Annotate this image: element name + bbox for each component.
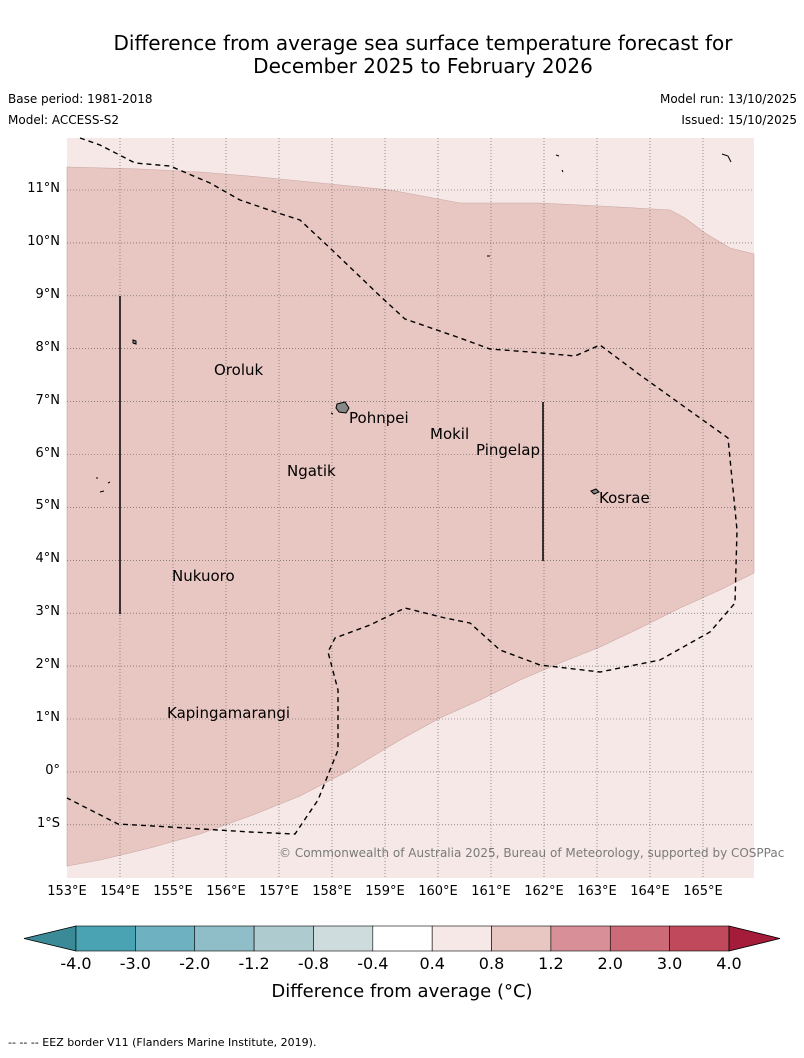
colorbar-extend-high	[728, 925, 781, 952]
colorbar-tick: -1.2	[238, 954, 270, 973]
colorbar-tick: 1.2	[538, 954, 564, 973]
longitude-label: 156°E	[206, 884, 246, 899]
latitude-label: 10°N	[27, 233, 60, 249]
colorbar-tick: 2.0	[597, 954, 623, 973]
title-line-2: December 2025 to February 2026	[253, 54, 593, 78]
eez-legend-note: -- -- -- EEZ border V11 (Flanders Marine…	[8, 1036, 317, 1049]
latitude-label: 11°N	[27, 181, 60, 196]
longitude-label: 161°E	[471, 884, 511, 899]
latitude-label: 4°N	[35, 551, 61, 567]
colorbar-tick: 0.8	[478, 954, 505, 973]
colorbar-segment	[135, 925, 196, 952]
longitude-label: 158°E	[312, 884, 352, 899]
chart-title: Difference from average sea surface temp…	[0, 32, 804, 78]
colorbar-segment	[609, 925, 670, 952]
eez-border	[66, 137, 738, 835]
label-pingelap: Pingelap	[476, 441, 540, 459]
longitude-label: 160°E	[418, 884, 458, 899]
label-kosrae: Kosrae	[599, 489, 650, 507]
colorbar-segment	[550, 925, 611, 952]
longitude-label: 157°E	[259, 884, 299, 899]
small-island	[132, 339, 137, 345]
latitude-label: 1°N	[35, 710, 61, 725]
latitude-label: 5°N	[35, 498, 61, 514]
longitude-label: 164°E	[630, 884, 670, 899]
latitude-label: 6°N	[35, 445, 61, 461]
longitude-label: 159°E	[365, 884, 405, 899]
colorbar-tick: -2.0	[179, 954, 211, 973]
colorbar-segment	[75, 925, 136, 952]
colorbar-extend-low	[23, 925, 77, 952]
colorbar-tick: -4.0	[60, 954, 92, 973]
colorbar-tick: 3.0	[656, 954, 683, 973]
islands	[96, 153, 732, 495]
small-islands	[555, 154, 564, 173]
label-nukuoro: Nukuoro	[172, 567, 235, 585]
colorbar-segment	[253, 925, 314, 952]
longitude-label: 153°E	[47, 884, 87, 899]
colorbar	[23, 925, 781, 952]
colorbar-tick: 0.4	[419, 954, 445, 973]
longitude-label: 155°E	[153, 884, 193, 899]
model-run: Model run: 13/10/2025	[659, 92, 797, 106]
colorbar-tick: -0.8	[297, 954, 330, 973]
colorbar-title: Difference from average (°C)	[271, 981, 533, 1002]
latitude-label: 9°N	[35, 286, 61, 302]
colorbar-tick: -3.0	[119, 954, 151, 973]
latitude-label: 7°N	[35, 392, 61, 408]
longitude-label: 163°E	[577, 884, 617, 899]
longitude-label: 154°E	[100, 884, 140, 899]
small-islands	[96, 477, 111, 493]
small-islands	[721, 153, 732, 163]
colorbar-segment	[431, 925, 492, 952]
colorbar-segment	[194, 925, 255, 952]
small-island	[330, 412, 334, 415]
colorbar-segment	[491, 925, 552, 952]
latitude-label: 2°N	[35, 657, 61, 673]
colorbar-segment	[313, 925, 374, 952]
colorbar-segment	[669, 925, 730, 952]
label-oroluk: Oroluk	[214, 361, 263, 379]
latitude-label: 3°N	[35, 604, 61, 620]
label-pohnpei: Pohnpei	[349, 409, 409, 427]
latitude-label: 1°S	[36, 815, 60, 831]
latitude-label: 8°N	[35, 339, 61, 355]
label-mokil: Mokil	[430, 425, 469, 443]
longitude-label: 162°E	[524, 884, 564, 899]
model-name: Model: ACCESS-S2	[8, 113, 120, 127]
anomaly-region-medium	[66, 166, 755, 867]
pohnpei-island	[335, 401, 350, 414]
base-period: Base period: 1981-2018	[8, 92, 153, 106]
label-kapingamarangi: Kapingamarangi	[167, 704, 290, 722]
colorbar-tick: 4.0	[716, 954, 742, 973]
longitude-label: 165°E	[683, 884, 723, 899]
copyright-notice: © Commonwealth of Australia 2025, Bureau…	[279, 846, 784, 860]
title-line-1: Difference from average sea surface temp…	[113, 31, 733, 55]
colorbar-tick: -0.4	[357, 954, 389, 973]
colorbar-segment	[372, 925, 433, 952]
graticule	[67, 138, 754, 878]
latitude-label: 0°	[45, 762, 60, 778]
issued-date: Issued: 15/10/2025	[681, 113, 797, 127]
kosrae-island	[590, 488, 600, 495]
label-ngatik: Ngatik	[287, 462, 336, 480]
